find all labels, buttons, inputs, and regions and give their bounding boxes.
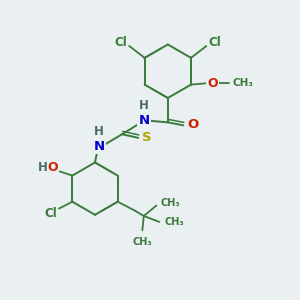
Text: CH₃: CH₃ <box>133 237 152 248</box>
Text: CH₃: CH₃ <box>160 199 180 208</box>
Text: S: S <box>142 131 152 144</box>
Text: O: O <box>187 118 198 131</box>
Text: O: O <box>48 161 58 174</box>
Text: O: O <box>207 76 218 90</box>
Text: Cl: Cl <box>208 36 221 49</box>
Text: CH₃: CH₃ <box>232 78 253 88</box>
Text: CH₃: CH₃ <box>164 217 184 227</box>
Text: H: H <box>94 125 104 138</box>
Text: N: N <box>139 114 150 128</box>
Text: H: H <box>38 161 48 174</box>
Text: Cl: Cl <box>115 36 127 49</box>
Text: H: H <box>139 99 149 112</box>
Text: N: N <box>94 140 105 153</box>
Text: Cl: Cl <box>44 206 57 220</box>
